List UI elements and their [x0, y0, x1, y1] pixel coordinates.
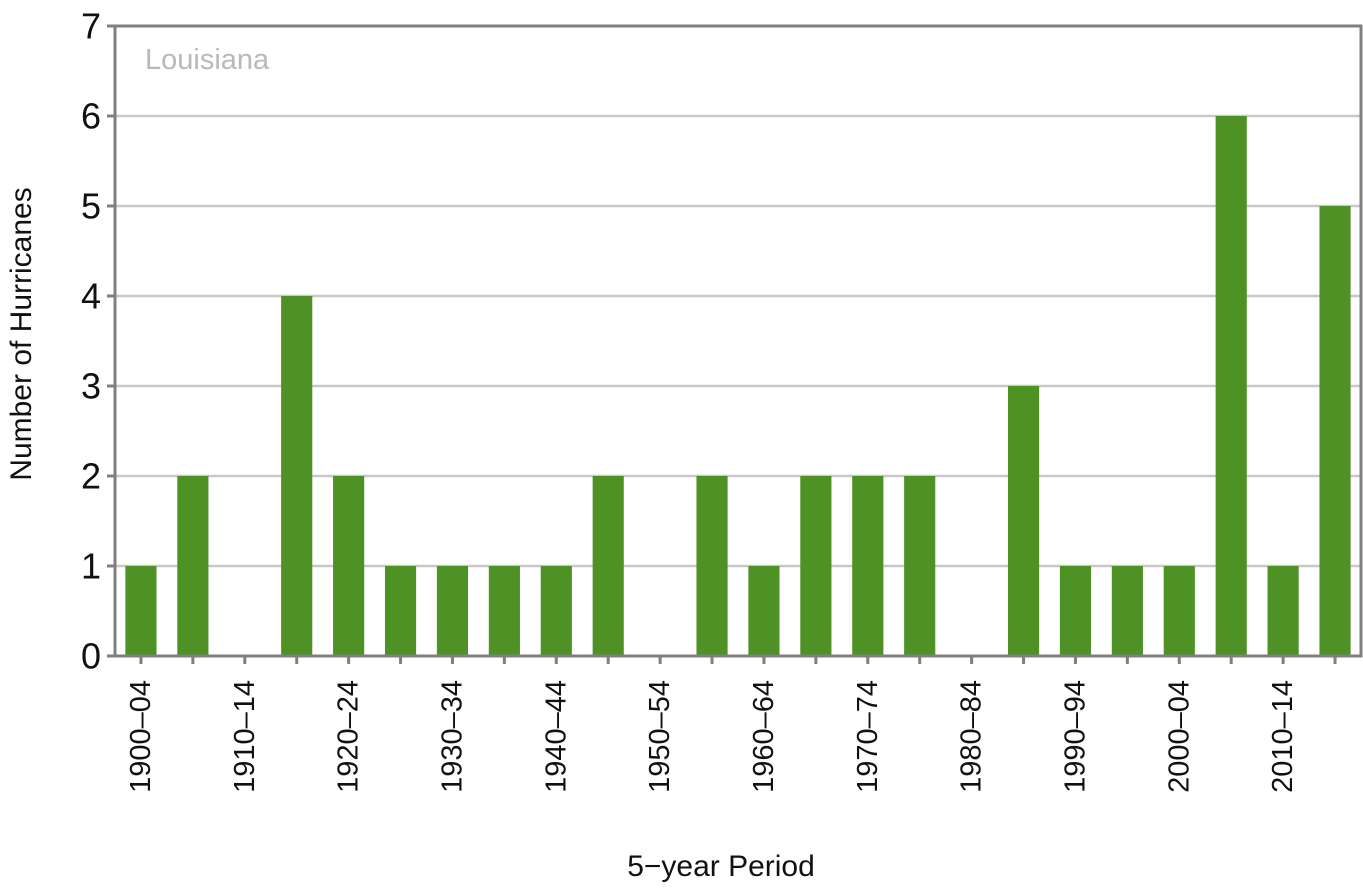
bar-3 — [281, 296, 313, 656]
bar-8 — [540, 566, 572, 656]
y-tick-label-1: 1 — [81, 546, 101, 587]
x-axis-title: 5−year Period — [627, 850, 815, 883]
y-axis: 0 1 2 3 4 5 6 7 — [81, 6, 115, 677]
panel-label: Louisiana — [145, 44, 270, 76]
bar-6 — [436, 566, 469, 656]
x-tick-label-6: 1930–34 — [436, 680, 468, 793]
bar-4 — [333, 476, 365, 656]
bar-11 — [696, 476, 728, 656]
bar-9 — [592, 476, 624, 656]
bar-5 — [384, 566, 417, 656]
bar-20 — [1163, 566, 1195, 656]
bar-14 — [852, 476, 884, 656]
bar-12 — [748, 566, 780, 656]
bar-0 — [125, 566, 157, 656]
x-tick-label-2: 1910–14 — [229, 680, 261, 793]
bar-7 — [488, 566, 520, 656]
x-tick-label-10: 1950–54 — [644, 680, 676, 793]
bar-13 — [800, 476, 832, 656]
y-tick-label-0: 0 — [81, 636, 101, 677]
x-tick-label-12: 1960–64 — [748, 680, 780, 793]
x-tick-label-0: 1900–04 — [125, 680, 157, 793]
y-tick-label-2: 2 — [81, 456, 101, 497]
x-tick-label-4: 1920–24 — [333, 680, 365, 793]
y-tick-label-6: 6 — [81, 96, 101, 137]
bars — [125, 116, 1351, 656]
bar-21 — [1215, 116, 1247, 656]
bar-17 — [1007, 386, 1040, 656]
x-tick-label-8: 1940–44 — [540, 680, 572, 793]
x-axis: 1900–04 1910–14 1920–24 1930–34 1940–44 1950–… — [125, 656, 1337, 793]
y-tick-label-3: 3 — [81, 366, 101, 407]
bar-23 — [1319, 206, 1351, 656]
y-tick-label-4: 4 — [81, 276, 101, 317]
y-tick-label-5: 5 — [81, 186, 101, 227]
x-tick-label-20: 2000–04 — [1163, 680, 1195, 793]
plot-frame — [113, 24, 1363, 658]
x-tick-label-22: 2010–14 — [1267, 680, 1299, 793]
y-tick-label-7: 7 — [81, 6, 101, 47]
x-tick-label-16: 1980–84 — [956, 680, 988, 793]
x-tick-label-14: 1970–74 — [852, 680, 884, 793]
bar-15 — [904, 476, 936, 656]
y-axis-title: Number of Hurricanes — [5, 187, 38, 480]
x-tick-label-18: 1990–94 — [1059, 680, 1091, 793]
gridlines — [115, 114, 1361, 568]
bar-22 — [1267, 566, 1299, 656]
bar-18 — [1059, 566, 1092, 656]
bar-19 — [1111, 566, 1143, 656]
bar-1 — [177, 476, 209, 656]
